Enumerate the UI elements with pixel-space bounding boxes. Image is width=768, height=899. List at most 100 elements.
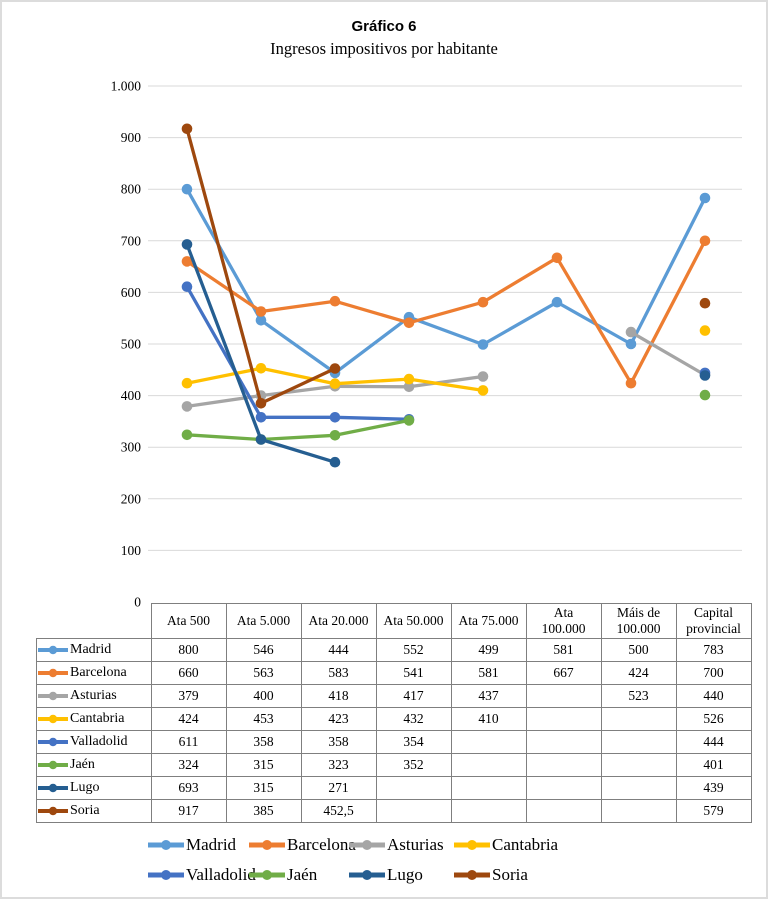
- series-name-label: Asturias: [70, 688, 117, 703]
- y-tick-label: 300: [121, 440, 142, 455]
- table-cell: 611: [150, 730, 227, 754]
- data-point-marker: [181, 401, 193, 412]
- column-header: Ata 75.000: [450, 603, 527, 639]
- column-header: Ata 5.000: [225, 603, 302, 639]
- row-header-asturias: Asturias: [36, 684, 152, 708]
- data-point-marker: [551, 296, 563, 308]
- legend-item-label: Valladolid: [186, 864, 256, 884]
- data-point-marker: [403, 415, 415, 426]
- table-cell: 541: [375, 661, 452, 685]
- series-line: [185, 285, 411, 421]
- data-point-marker: [255, 398, 267, 409]
- series-line: [185, 242, 337, 464]
- series-name-label: Soria: [70, 803, 100, 818]
- data-point-marker: [625, 326, 637, 338]
- table-cell: 437: [450, 684, 527, 708]
- table-cell: [525, 707, 602, 731]
- series-key-icon: [38, 668, 68, 678]
- table-cell: 324: [150, 753, 227, 777]
- table-cell: 352: [375, 753, 452, 777]
- data-point-marker: [255, 315, 267, 326]
- legend-item-label: Lugo: [387, 864, 423, 884]
- table-cell: [600, 799, 677, 823]
- series-cantabria: [181, 325, 711, 396]
- data-table: Ata 500 Ata 5.000 Ata 20.000 Ata 50.000 Ata …: [36, 603, 752, 823]
- data-point-marker: [329, 381, 341, 392]
- table-cell: 552: [375, 638, 452, 662]
- page-subtitle: Ingresos impositivos por habitante: [270, 39, 498, 58]
- page-title: Gráfico 6: [351, 18, 417, 35]
- table-cell: 581: [525, 638, 602, 662]
- data-point-marker: [403, 381, 415, 393]
- table-cell: 385: [225, 799, 302, 823]
- data-point-marker: [477, 385, 489, 396]
- table-row: Lugo 693 315 271 439: [36, 776, 752, 800]
- table-cell: 499: [450, 638, 527, 662]
- series-key-icon: [38, 691, 68, 701]
- data-point-marker: [329, 295, 341, 307]
- table-cell: 379: [150, 684, 227, 708]
- y-tick-label: 500: [121, 337, 142, 352]
- data-table-header: Ata 500 Ata 5.000 Ata 20.000 Ata 50.000 Ata …: [37, 603, 752, 639]
- data-point-marker: [181, 256, 193, 267]
- table-cell: 917: [150, 799, 227, 823]
- data-point-marker: [329, 412, 341, 423]
- table-cell: [525, 753, 602, 777]
- column-header: Ata 50.000: [375, 603, 452, 639]
- table-cell: 444: [675, 730, 752, 754]
- table-cell: [525, 776, 602, 800]
- legend-item-barcelona: Barcelona: [248, 832, 356, 857]
- table-cell: [600, 776, 677, 800]
- row-header-lugo: Lugo: [36, 776, 152, 800]
- data-point-marker: [403, 317, 415, 329]
- y-tick-label: 700: [121, 233, 142, 248]
- table-cell: 271: [300, 776, 377, 800]
- table-cell: 583: [300, 661, 377, 685]
- legend: Madrid Barcelona Asturias Cantabria Valladol…: [147, 832, 568, 887]
- table-row: Madrid 800 546 444 552 499 581 500 783: [36, 638, 752, 662]
- series-key-icon: [38, 645, 68, 655]
- series-key-icon: [38, 737, 68, 747]
- table-cell: 439: [675, 776, 752, 800]
- data-point-marker: [699, 235, 711, 247]
- table-cell: 500: [600, 638, 677, 662]
- series-line: [629, 330, 707, 377]
- table-cell: 667: [525, 661, 602, 685]
- data-point-marker: [329, 367, 341, 379]
- data-point-marker: [403, 373, 415, 385]
- legend-key-icon: [349, 869, 385, 880]
- data-point-marker: [329, 363, 341, 374]
- table-cell: 354: [375, 730, 452, 754]
- table-cell: 800: [150, 638, 227, 662]
- table-cell: 700: [675, 661, 752, 685]
- series-name-label: Valladolid: [70, 734, 128, 749]
- legend-item-label: Soria: [492, 864, 528, 884]
- data-point-marker: [255, 434, 267, 445]
- row-header-barcelona: Barcelona: [36, 661, 152, 685]
- legend-item-label: Barcelona: [287, 834, 356, 854]
- series-name-label: Lugo: [70, 780, 100, 795]
- data-point-marker: [699, 297, 711, 309]
- table-cell: 453: [225, 707, 302, 731]
- column-header: Ata 20.000: [300, 603, 377, 639]
- table-row: Jaén 324 315 323 352 401: [36, 753, 752, 777]
- table-cell: [525, 730, 602, 754]
- legend-item-soria: Soria: [453, 862, 568, 887]
- data-point-marker: [699, 325, 711, 336]
- table-cell: 315: [225, 776, 302, 800]
- y-tick-label: 800: [121, 182, 142, 197]
- data-point-marker: [181, 123, 193, 135]
- table-cell: 424: [600, 661, 677, 685]
- series-line: [185, 127, 337, 405]
- data-table-body: Madrid 800 546 444 552 499 581 500 783 Barcelona 6…: [36, 638, 752, 823]
- series-key-icon: [38, 783, 68, 793]
- table-cell: 417: [375, 684, 452, 708]
- data-point-marker: [699, 370, 711, 381]
- table-cell: [600, 707, 677, 731]
- series-valladolid: [181, 281, 711, 425]
- data-point-marker: [403, 311, 415, 323]
- legend-item-label: Asturias: [387, 834, 444, 854]
- series-key-icon: [38, 806, 68, 816]
- table-cell: 400: [225, 684, 302, 708]
- y-tick-label: 900: [121, 130, 142, 145]
